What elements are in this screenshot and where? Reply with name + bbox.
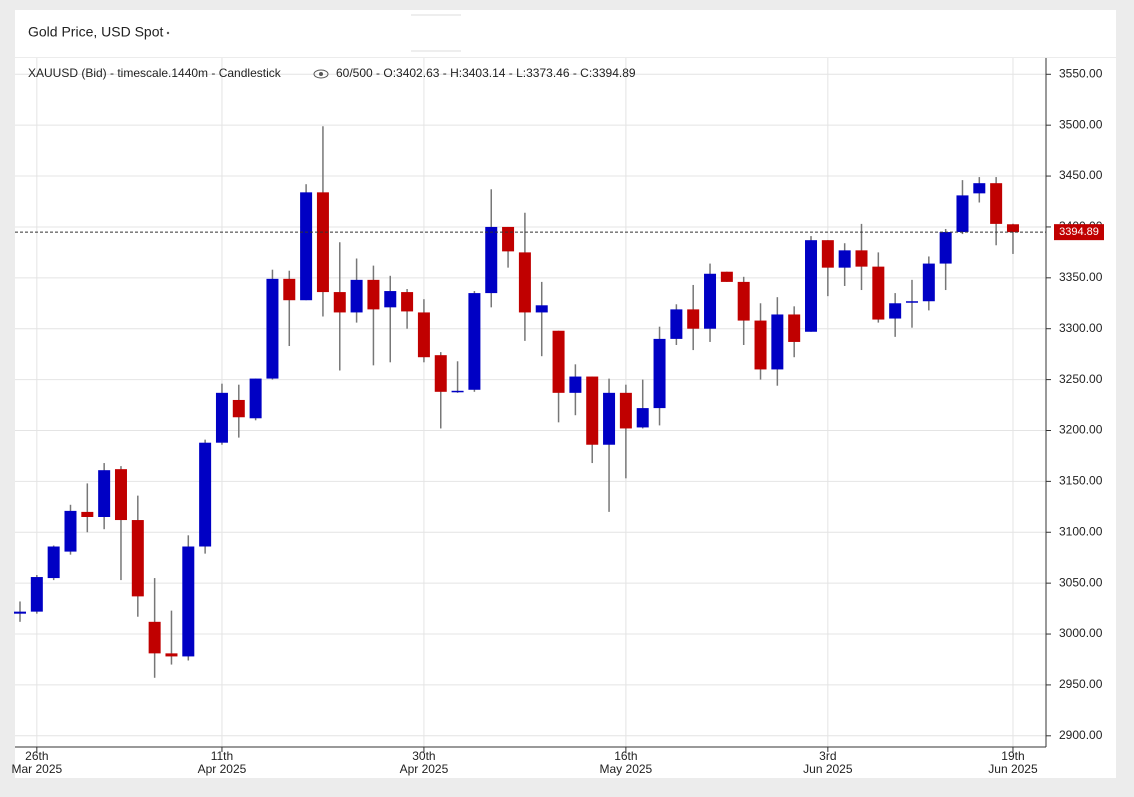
x-tick-label: 30th (412, 749, 435, 763)
x-tick-label: May 2025 (600, 762, 653, 776)
chart-title: Gold Price, USD Spot (28, 24, 163, 40)
candle-body (401, 292, 414, 312)
candle-body (47, 546, 60, 579)
candle-body (805, 240, 818, 332)
candle-body (114, 469, 127, 521)
y-tick-label: 3200.00 (1059, 423, 1103, 437)
x-tick-label: Jun 2025 (803, 762, 853, 776)
candle-body (434, 355, 447, 392)
candle-body (502, 226, 515, 252)
candle-body (535, 305, 548, 313)
x-tick-label: 11th (211, 749, 233, 763)
x-tick-label: 3rd (819, 749, 836, 763)
x-tick-label: 19th (1001, 749, 1024, 763)
chart-panel (15, 58, 1116, 778)
x-tick-label: 16th (614, 749, 637, 763)
y-tick-label: 3100.00 (1059, 524, 1103, 538)
candle-body (316, 192, 329, 293)
candle-body (956, 195, 969, 233)
candle-body (586, 376, 599, 445)
y-tick-label: 3350.00 (1059, 270, 1103, 284)
candle-body (922, 263, 935, 302)
candle-body (737, 281, 750, 321)
info-values: 60/500 - O:3402.63 - H:3403.14 - L:3373.… (336, 66, 636, 80)
candle-body (855, 250, 868, 267)
title-bar (15, 10, 1116, 57)
x-tick-label: Mar 2025 (11, 762, 62, 776)
title-menu[interactable] (166, 31, 170, 35)
candle-body (468, 293, 481, 390)
y-tick-label: 3000.00 (1059, 626, 1103, 640)
candle-body (215, 392, 228, 443)
candle-body (872, 266, 885, 320)
candle-body (333, 292, 346, 313)
candle-body (350, 279, 363, 313)
candle-body (788, 314, 801, 342)
candle-body (1006, 224, 1019, 233)
candle-body (838, 250, 851, 268)
candle-body (300, 192, 313, 301)
candle-body (704, 273, 717, 329)
candle-body (518, 252, 531, 313)
x-tick-label: 26th (25, 749, 48, 763)
candle-body (771, 314, 784, 370)
candle-body (148, 621, 161, 654)
candle-body (14, 611, 26, 614)
candle-body (81, 511, 94, 517)
candle-body (653, 338, 666, 409)
candle-body (569, 376, 582, 393)
x-tick-label: Apr 2025 (400, 762, 449, 776)
y-tick-label: 3250.00 (1059, 372, 1103, 386)
candle-body (670, 309, 683, 339)
grid (15, 58, 1046, 747)
candle-body (939, 232, 952, 264)
candle-body (417, 312, 430, 358)
last-price-box (1054, 224, 1104, 241)
y-tick-label: 2900.00 (1059, 728, 1103, 742)
candle-body (131, 520, 144, 597)
candle-body (249, 378, 262, 419)
y-tick-label: 3550.00 (1059, 66, 1103, 80)
candle-body (165, 653, 178, 657)
candle-body (266, 278, 279, 379)
candle-body (687, 309, 700, 329)
candle-body (552, 330, 565, 393)
y-tick-label: 3500.00 (1059, 117, 1103, 131)
candle-body (367, 279, 380, 310)
candle-body (30, 577, 43, 612)
visibility-icon[interactable] (313, 69, 329, 79)
candle-body (603, 392, 616, 445)
y-tick-label: 3150.00 (1059, 474, 1103, 488)
x-tick-label: Jun 2025 (988, 762, 1038, 776)
candle-body (754, 320, 767, 370)
candle-body (485, 226, 498, 294)
plot (14, 126, 1019, 678)
y-tick-label: 2950.00 (1059, 677, 1103, 691)
candle-body (889, 303, 902, 319)
candle-body (905, 301, 918, 303)
candle-body (973, 183, 986, 194)
candle-body (720, 271, 733, 282)
last-price-label: 3394.89 (1059, 226, 1099, 238)
candle-body (451, 390, 464, 393)
candle-body (636, 408, 649, 428)
candle-body (199, 442, 212, 547)
x-tick-label: Apr 2025 (198, 762, 247, 776)
candle-body (283, 278, 296, 301)
candle-body (98, 470, 111, 517)
candle-body (821, 240, 834, 268)
candle-body (619, 392, 632, 429)
info-symbol: XAUUSD (Bid) - timescale.1440m - Candles… (28, 66, 282, 80)
y-tick-label: 3450.00 (1059, 168, 1103, 182)
candle-body (64, 510, 77, 552)
candle-body (232, 399, 245, 418)
candle-body (990, 183, 1003, 224)
y-tick-label: 3300.00 (1059, 321, 1103, 335)
candle-body (182, 546, 195, 657)
y-tick-label: 3050.00 (1059, 575, 1103, 589)
candle-body (384, 291, 397, 308)
